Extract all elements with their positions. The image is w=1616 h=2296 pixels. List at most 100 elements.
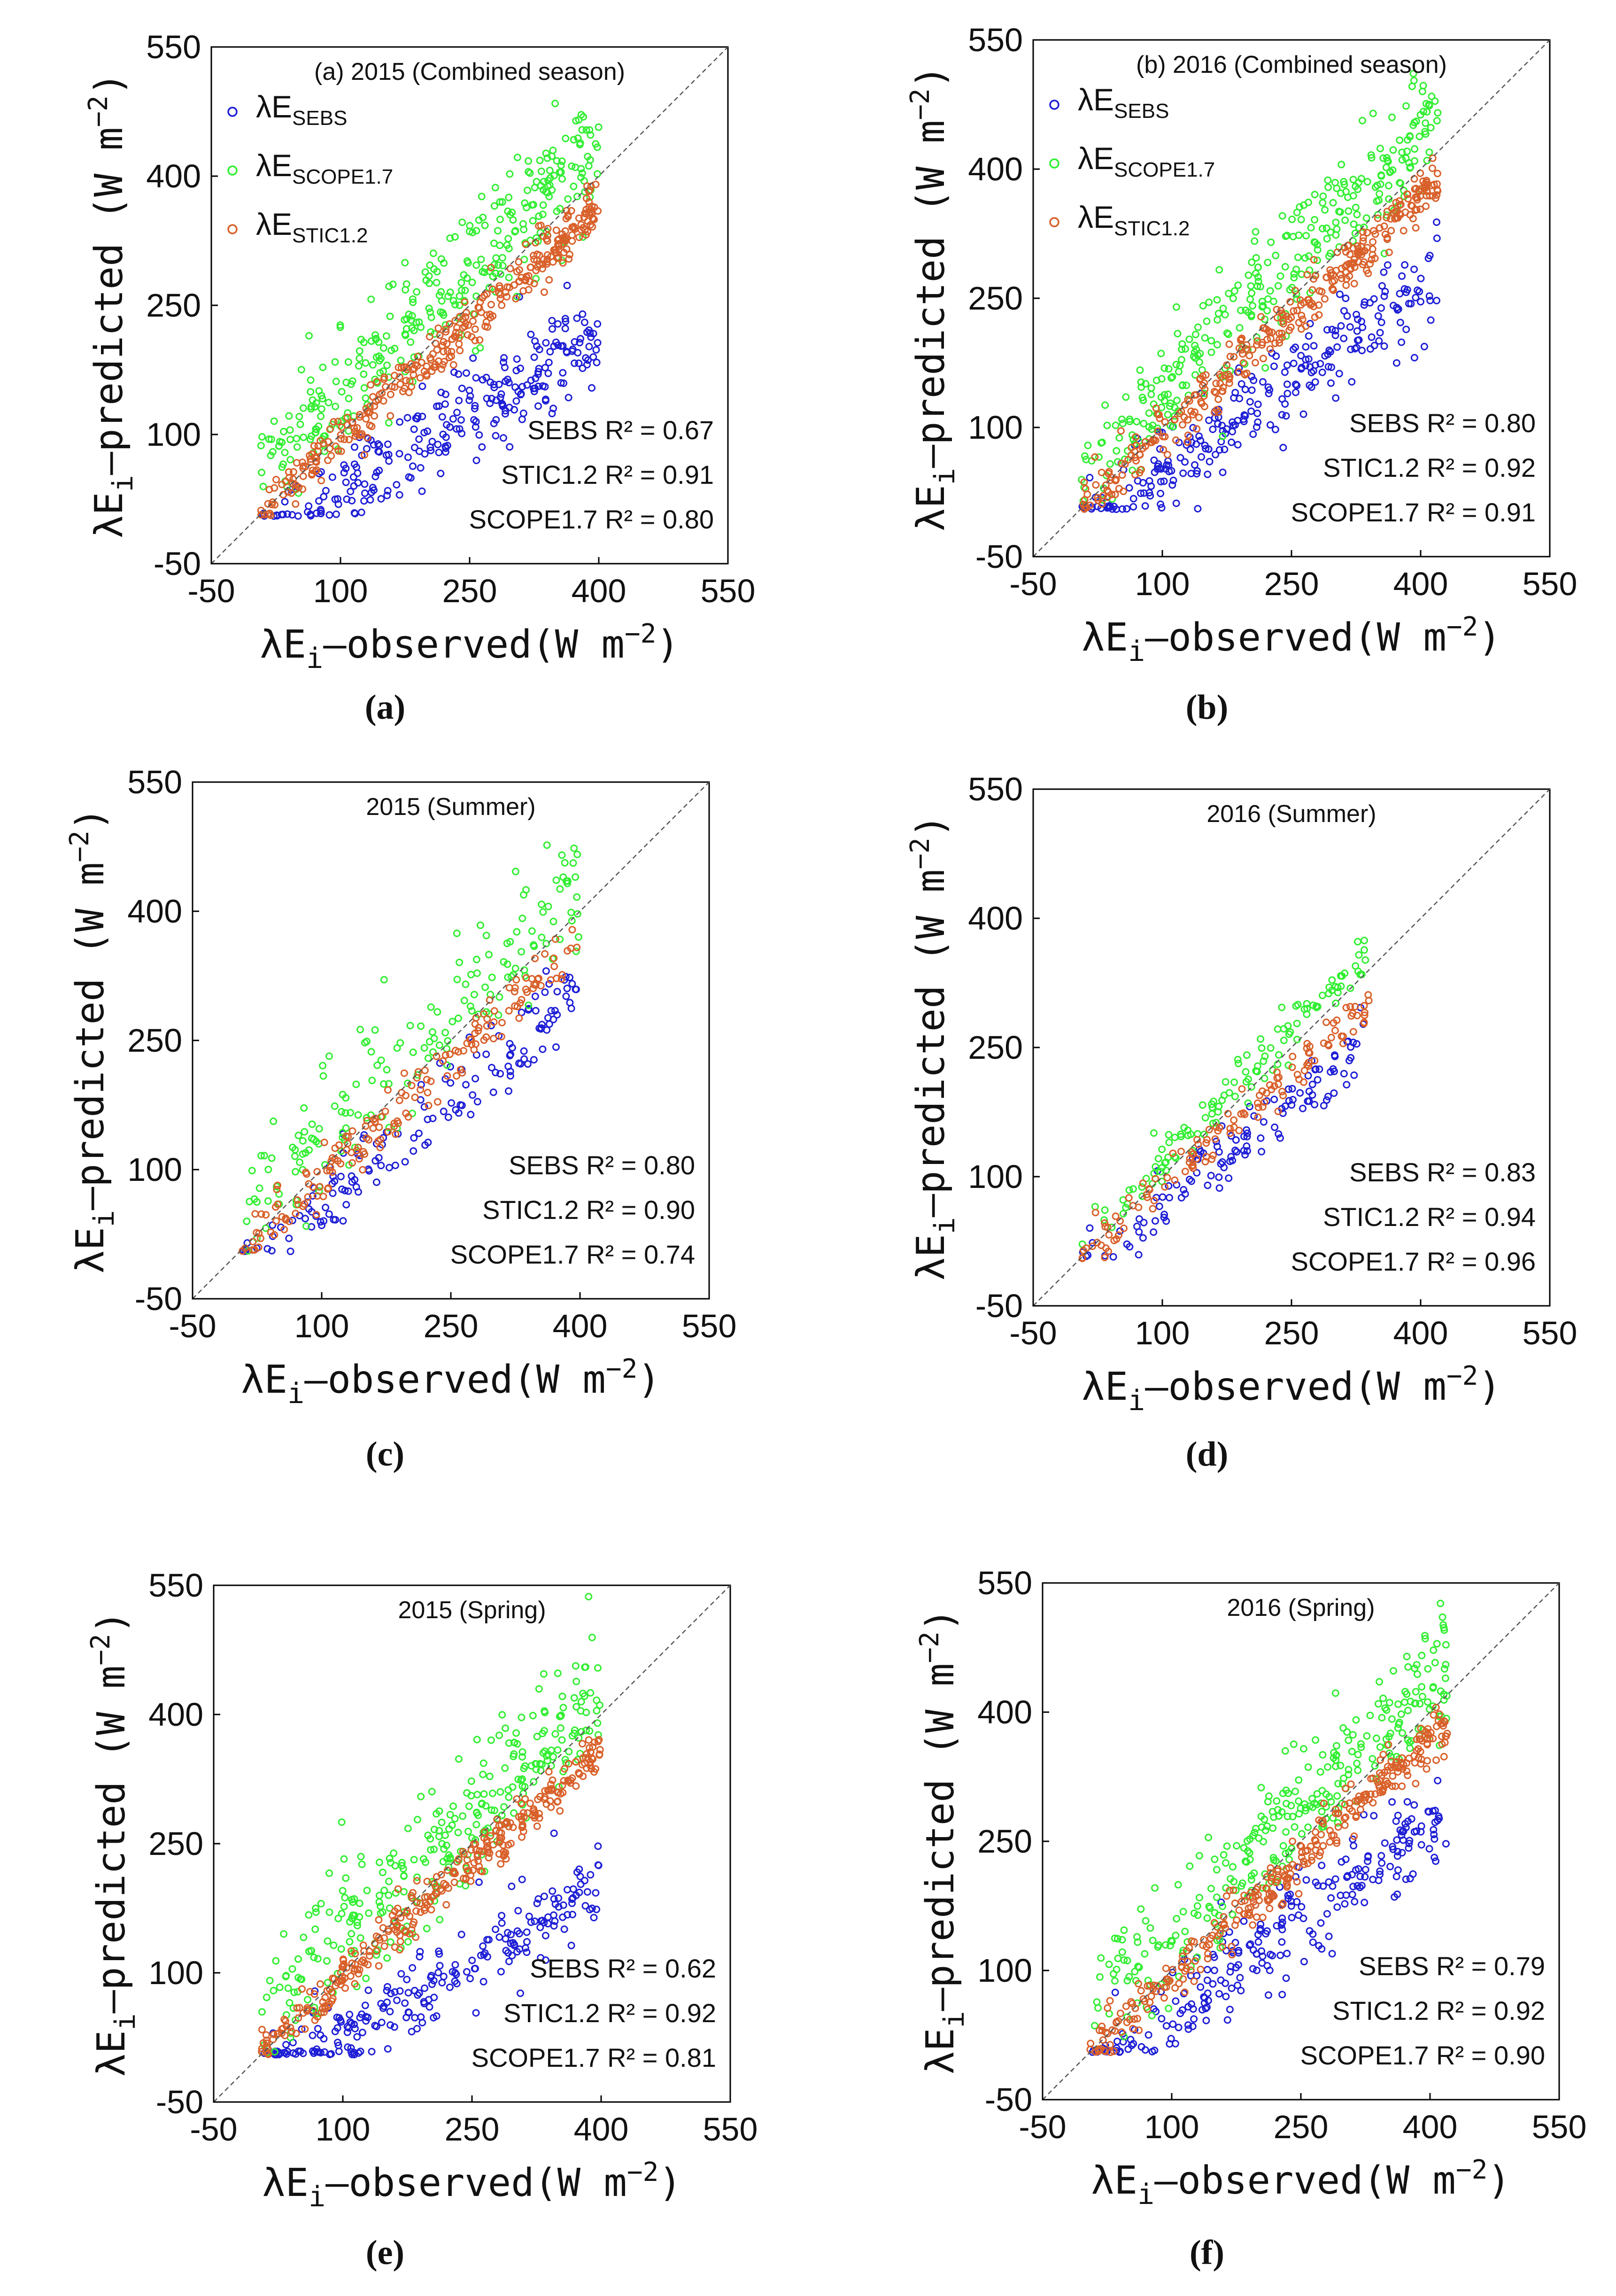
data-point (551, 1900, 559, 1908)
data-point (1404, 1706, 1412, 1714)
data-point (1111, 1934, 1119, 1942)
data-point (1325, 346, 1333, 354)
data-point (1318, 1807, 1326, 1815)
data-point (1316, 360, 1324, 368)
data-point (1432, 1857, 1439, 1865)
data-point (292, 500, 300, 508)
data-point (380, 1886, 388, 1894)
data-point (1323, 1910, 1331, 1918)
data-point (1328, 326, 1336, 334)
data-point (1104, 1223, 1112, 1231)
data-point (1226, 1968, 1234, 1976)
data-point (559, 369, 567, 377)
data-point (548, 410, 556, 418)
data-point (1397, 1759, 1405, 1767)
data-point (1177, 1194, 1185, 1202)
data-point (325, 1052, 333, 1060)
data-point (1252, 359, 1259, 367)
data-point (439, 1858, 447, 1866)
data-point (437, 1871, 445, 1878)
data-point (364, 1986, 372, 1994)
data-point (329, 1189, 337, 1197)
data-point (1410, 1801, 1418, 1809)
data-point (1327, 348, 1334, 356)
x-tick-label: -50 (190, 2111, 237, 2148)
data-point (542, 1752, 550, 1760)
data-point (479, 1759, 487, 1767)
data-point (1268, 1952, 1276, 1960)
data-point (338, 1910, 346, 1917)
data-point (453, 1979, 461, 1987)
data-point (1354, 258, 1362, 266)
data-point (1387, 1757, 1395, 1765)
data-point (1379, 1751, 1387, 1759)
data-point (1309, 1001, 1317, 1009)
data-point (416, 1953, 424, 1961)
data-point (1254, 1938, 1262, 1946)
data-point (1160, 1210, 1168, 1218)
data-point (540, 1670, 548, 1678)
data-point (1253, 410, 1261, 417)
panel-caption: (e) (366, 2234, 404, 2272)
data-point (526, 1800, 534, 1807)
x-tick-label: 550 (1523, 566, 1577, 602)
data-point (549, 1776, 557, 1784)
data-point (1298, 1903, 1306, 1911)
data-point (486, 1772, 494, 1780)
data-point (1091, 1209, 1099, 1217)
data-point (577, 1698, 585, 1706)
data-point (472, 261, 480, 269)
data-point (1139, 1995, 1147, 2003)
data-point (1359, 228, 1367, 236)
data-point (1405, 1839, 1413, 1847)
data-point (482, 373, 490, 381)
panel-title: 2015 (Summer) (366, 793, 535, 821)
stat-line: SEBS R² = 0.67 (527, 415, 714, 445)
data-point (430, 1034, 438, 1042)
data-point (512, 397, 520, 405)
data-point (1342, 1004, 1350, 1012)
data-point (429, 249, 437, 257)
series-esebs (1079, 1004, 1367, 1261)
data-point (592, 346, 600, 354)
data-point (1414, 286, 1422, 294)
data-point (1160, 364, 1168, 372)
data-point (554, 1797, 562, 1805)
data-point (390, 1123, 398, 1131)
data-point (384, 1128, 392, 1136)
data-point (564, 879, 572, 887)
data-point (523, 1938, 531, 1946)
data-point (510, 281, 518, 289)
data-point (297, 366, 305, 373)
data-point (507, 1050, 515, 1058)
data-point (1322, 224, 1330, 232)
data-point (497, 390, 505, 398)
data-point (1312, 1736, 1320, 1744)
data-point (1282, 1974, 1290, 1982)
data-point (382, 332, 390, 340)
data-point (452, 328, 460, 336)
series-estic1.2 (239, 926, 581, 1255)
y-tick-label: 250 (968, 1029, 1023, 1066)
data-point (544, 177, 552, 185)
data-point (520, 1047, 528, 1055)
y-axis-label: λEi–predicted (W m−2) (914, 1608, 971, 2074)
data-point (328, 473, 336, 481)
data-point (1233, 1148, 1241, 1156)
data-point (462, 1081, 470, 1089)
data-point (1295, 1776, 1303, 1784)
data-point (1266, 386, 1274, 394)
data-point (561, 325, 569, 333)
data-point (1105, 468, 1113, 476)
data-point (1090, 2022, 1098, 2030)
data-point (1226, 1125, 1234, 1132)
data-point (1350, 279, 1358, 287)
data-point (467, 1035, 475, 1043)
data-point (1295, 1075, 1303, 1083)
data-point (351, 1965, 359, 1973)
data-point (304, 1996, 311, 2004)
data-point (558, 157, 566, 165)
data-point (424, 427, 432, 435)
data-point (523, 1928, 531, 1936)
data-point (582, 206, 590, 213)
